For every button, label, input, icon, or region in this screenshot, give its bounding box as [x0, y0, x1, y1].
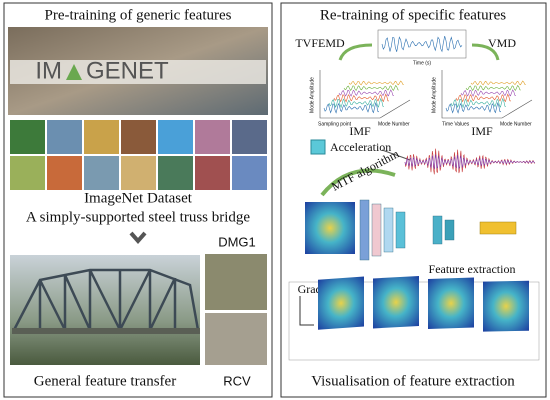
thumbnail: [10, 156, 45, 190]
arrow: [381, 149, 411, 161]
signal-line: [445, 102, 502, 114]
layer: [371, 203, 382, 257]
deck: [12, 328, 200, 334]
signal-line: [404, 154, 536, 170]
thumbnail: [10, 120, 45, 154]
signal-line: [465, 84, 522, 92]
layer: [359, 199, 370, 261]
mtf-image: [305, 202, 355, 254]
left-footer: General feature transfer: [34, 373, 176, 389]
arrow: [320, 168, 396, 197]
dense-layer: [479, 221, 517, 235]
raw-signal: [381, 36, 463, 53]
network-label: Feature extraction: [429, 262, 516, 276]
imf-plot: [319, 70, 411, 119]
arrow: [299, 296, 314, 326]
axis-label: Sampling point: [318, 121, 352, 127]
damage-photo: [205, 254, 267, 310]
logo-band: [10, 60, 266, 84]
reference-label: RCV: [223, 373, 251, 388]
thumbnail: [232, 120, 267, 154]
thumbnail: [158, 120, 193, 154]
reference-photo: [205, 313, 267, 365]
imf-label: IMF: [349, 124, 371, 138]
signal-line: [333, 93, 390, 103]
thumbnail: [121, 156, 156, 190]
signal-line: [328, 97, 385, 109]
right-title: Re-training of specific features: [320, 7, 506, 23]
axis: [319, 70, 411, 119]
thumbnail: [195, 156, 230, 190]
signal-line: [323, 102, 380, 114]
cam-map: [318, 276, 364, 330]
logo-text: IM: [35, 57, 62, 84]
bridge-photo: [10, 255, 200, 365]
damage-label: DMG1: [218, 234, 256, 249]
truss: [12, 268, 200, 331]
cam-map: [483, 280, 529, 332]
signal-line: [450, 97, 507, 109]
layer: [395, 211, 406, 249]
acceleration-signal: [404, 148, 536, 175]
arrow-down: [129, 231, 147, 245]
layer: [444, 219, 455, 241]
arrow: [471, 43, 500, 61]
axis: [441, 70, 533, 119]
signal-line: [381, 36, 463, 53]
thumbnail: [47, 156, 82, 190]
thumbnail: [232, 156, 267, 190]
left-title: Pre-training of generic features: [45, 7, 232, 23]
axis-label: Mode Number: [500, 121, 532, 127]
bridge-caption: A simply-supported steel truss bridge: [26, 209, 250, 225]
logo-icon: [66, 64, 82, 80]
thumbnail: [47, 120, 82, 154]
imf-label: IMF: [471, 124, 493, 138]
sensor-label: Acceleration: [330, 140, 391, 154]
axis-label: Mode Number: [378, 121, 410, 127]
signal-line: [348, 80, 404, 86]
thumbnail: [158, 156, 193, 190]
signal-line: [343, 84, 400, 92]
thumbnail: [195, 120, 230, 154]
logo-text: GENET: [86, 57, 169, 84]
axis-label: Mode Amplitude: [431, 77, 437, 113]
right-footer: Visualisation of feature extraction: [311, 373, 515, 389]
right-panel: [280, 2, 547, 398]
signal-line: [470, 80, 526, 86]
signal-line: [455, 93, 512, 103]
method-label: TVFEMD: [295, 36, 345, 50]
layer: [383, 207, 394, 253]
thumbnail: [84, 120, 119, 154]
cnn-layers: [359, 199, 517, 261]
thumbnail: [84, 156, 119, 190]
axis-label: Time Values: [442, 121, 470, 127]
signal-axis: Time (s): [413, 60, 431, 66]
axis-label: Mode Amplitude: [309, 77, 315, 113]
cam-maps: [318, 276, 529, 332]
sample-images: [10, 120, 267, 190]
layer: [432, 215, 443, 245]
cam-map: [428, 277, 474, 330]
dataset-caption: ImageNet Dataset: [84, 190, 193, 206]
arrow: [338, 43, 373, 61]
imf-plot: [441, 70, 533, 119]
method-label: VMD: [488, 36, 516, 50]
signal-line: [338, 89, 395, 97]
sensor-icon: [310, 139, 326, 155]
thumbnail: [121, 120, 156, 154]
signal-line: [460, 89, 517, 97]
cam-map: [373, 276, 419, 329]
signal-box: [377, 29, 467, 59]
